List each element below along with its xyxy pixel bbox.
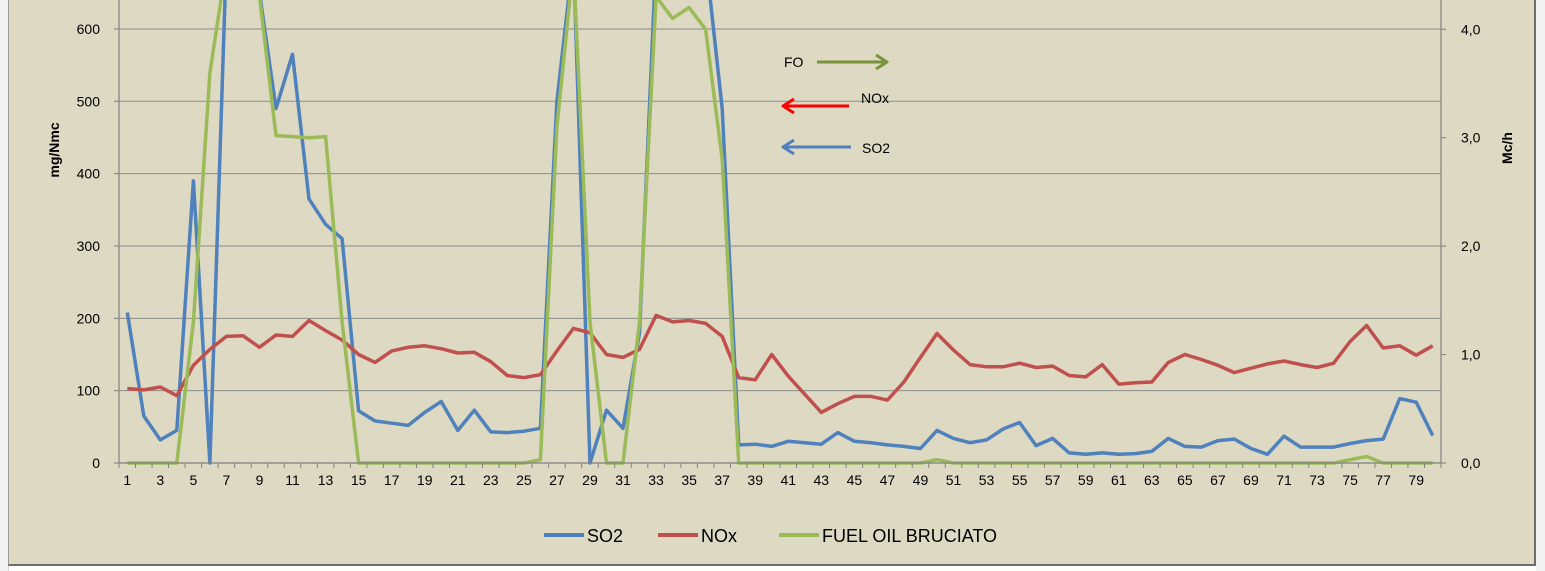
x-tick-label: 71 xyxy=(1276,472,1292,488)
y-right-tick-label: 3,0 xyxy=(1461,130,1481,146)
x-tick-label: 73 xyxy=(1309,472,1325,488)
y-left-tick-label: 200 xyxy=(77,310,101,326)
x-tick-label: 29 xyxy=(582,472,598,488)
x-tick-label: 41 xyxy=(780,472,796,488)
annotation-fo-arrow xyxy=(817,53,889,71)
series-line-so2 xyxy=(125,0,1435,465)
x-tick-label: 51 xyxy=(946,472,962,488)
x-tick-label: 13 xyxy=(318,472,334,488)
annotation-nox-arrow-head xyxy=(781,97,795,115)
x-tick-label: 61 xyxy=(1111,472,1127,488)
legend-label: FUEL OIL BRUCIATO xyxy=(822,526,997,546)
legend-item-fuel-oil-bruciato: FUEL OIL BRUCIATO xyxy=(779,526,997,546)
x-tick-label: 15 xyxy=(351,472,367,488)
x-tick-label: 7 xyxy=(223,472,231,488)
y-left-tick-label: 100 xyxy=(77,383,101,399)
x-tick-label: 53 xyxy=(979,472,995,488)
x-tick-label: 79 xyxy=(1408,472,1424,488)
x-tick-label: 25 xyxy=(516,472,532,488)
x-tick-label: 31 xyxy=(615,472,631,488)
y-left-tick-label: 400 xyxy=(77,166,101,182)
x-tick-label: 5 xyxy=(189,472,197,488)
y-left-tick-label: 500 xyxy=(77,93,101,109)
x-tick-label: 17 xyxy=(384,472,400,488)
x-tick-label: 37 xyxy=(714,472,730,488)
annotation-fo-label: FO xyxy=(784,54,804,70)
annotation-fo-arrow-head xyxy=(875,53,889,71)
x-tick-label: 49 xyxy=(913,472,929,488)
annotation-so2-arrow-head xyxy=(781,138,795,156)
x-tick-label: 75 xyxy=(1342,472,1358,488)
annotation-nox-arrow xyxy=(781,97,849,115)
legend-item-so2: SO2 xyxy=(544,526,623,546)
annotation-nox-label: NOx xyxy=(861,90,889,106)
y-left-tick-label: 0 xyxy=(92,455,100,471)
x-tick-label: 67 xyxy=(1210,472,1226,488)
chart-frame[interactable]: 0 100 200 300 400 500 600 0,0 1,0 2,0 3,0 4,0 1 3 5 7 9 1… xyxy=(8,0,1536,566)
x-tick-label: 39 xyxy=(747,472,763,488)
spreadsheet-background-right xyxy=(1536,0,1545,571)
y-left-tick-label: 300 xyxy=(77,238,101,254)
x-tick-label: 1 xyxy=(123,472,131,488)
x-tick-label: 9 xyxy=(256,472,264,488)
y-left-tick-label: 600 xyxy=(77,21,101,37)
y-right-tick-label: 2,0 xyxy=(1461,238,1481,254)
y-right-tick-label: 4,0 xyxy=(1461,21,1481,37)
x-tick-label: 21 xyxy=(450,472,466,488)
y-right-tick-label: 1,0 xyxy=(1461,347,1481,363)
y-left-axis-title: mg/Nmc xyxy=(46,122,62,177)
annotation-so2-arrow xyxy=(781,138,851,156)
y-right-axis-title: Mc/h xyxy=(1499,132,1515,164)
x-tick-label: 19 xyxy=(417,472,433,488)
x-tick-label: 47 xyxy=(880,472,896,488)
legend-label: SO2 xyxy=(587,526,623,546)
legend-label: NOx xyxy=(701,526,737,546)
x-tick-label: 57 xyxy=(1045,472,1061,488)
legend-item-nox: NOx xyxy=(658,526,737,546)
x-tick-label: 27 xyxy=(549,472,565,488)
x-tick-label: 3 xyxy=(156,472,164,488)
y-right-tick-label: 0,0 xyxy=(1461,455,1481,471)
x-tick-label: 43 xyxy=(814,472,830,488)
plot-area xyxy=(119,0,1441,463)
x-tick-label: 77 xyxy=(1375,472,1391,488)
x-tick-label: 69 xyxy=(1243,472,1259,488)
x-tick-label: 63 xyxy=(1144,472,1160,488)
x-tick-label: 11 xyxy=(285,472,300,488)
x-tick-label: 33 xyxy=(648,472,664,488)
annotation-so2-label: SO2 xyxy=(862,140,890,156)
x-tick-label: 65 xyxy=(1177,472,1193,488)
x-tick-label: 35 xyxy=(681,472,697,488)
x-tick-label: 45 xyxy=(847,472,863,488)
x-tick-label: 23 xyxy=(483,472,499,488)
x-tick-label: 59 xyxy=(1078,472,1094,488)
x-tick-label: 55 xyxy=(1012,472,1028,488)
